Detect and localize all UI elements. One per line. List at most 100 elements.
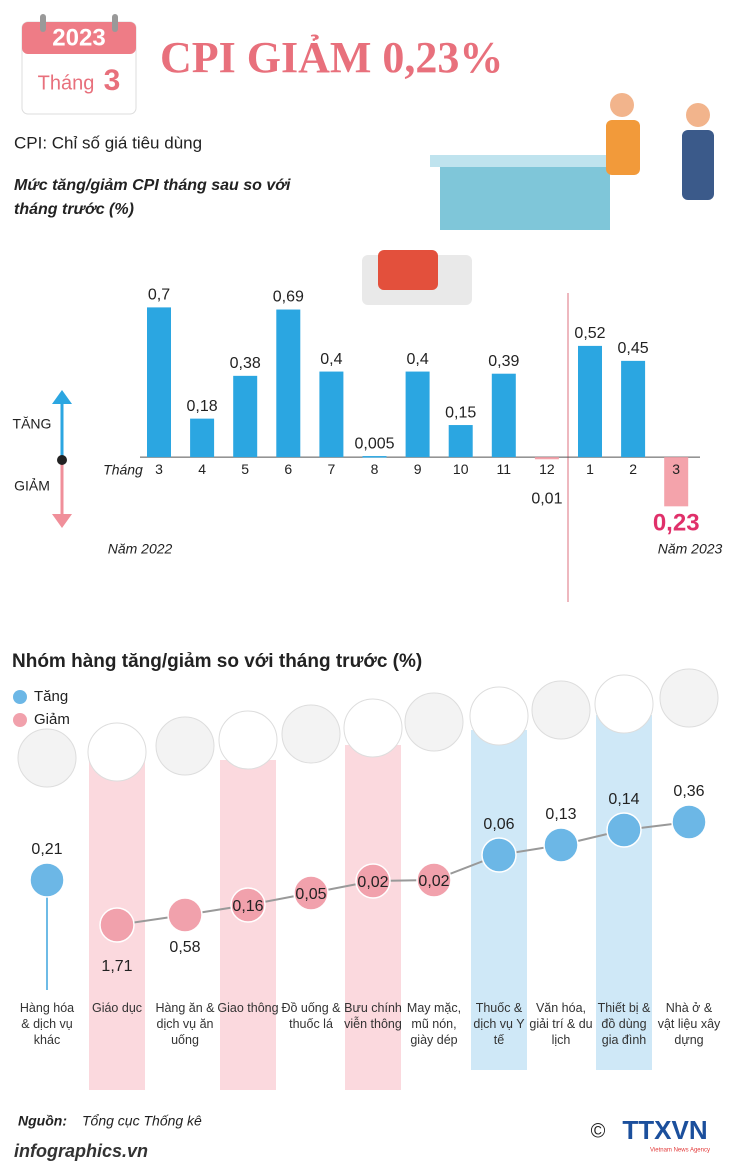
dot	[481, 837, 517, 873]
value-label: 0,7	[148, 287, 170, 304]
value-label: 0,13	[545, 806, 576, 823]
category-label: Nhà ở & vật liệu xây dựng	[657, 1001, 721, 1047]
year-start: Năm 2022	[108, 541, 173, 557]
value-label: 0,05	[295, 886, 326, 903]
up-arrow-head	[52, 390, 72, 404]
icon	[87, 722, 147, 782]
bar	[362, 456, 387, 458]
basket	[378, 250, 438, 290]
main-title: CPI GIẢM 0,23%	[160, 33, 503, 82]
value-label: 0,18	[187, 398, 218, 415]
column-band	[471, 730, 527, 1070]
x-tick-label: 6	[284, 461, 292, 477]
x-tick-label: 8	[371, 461, 379, 477]
column-band	[220, 760, 276, 1090]
value-label: 0,69	[273, 289, 304, 306]
value-label: 0,14	[608, 791, 639, 808]
bar	[534, 457, 559, 460]
bar	[276, 309, 301, 458]
icon	[343, 698, 403, 758]
bar	[448, 425, 473, 458]
value-label: 0,15	[445, 404, 476, 421]
agency-sub: Vietnam News Agency	[650, 1148, 710, 1154]
month-word: Tháng	[38, 72, 95, 94]
dot	[99, 907, 135, 943]
category-label: Hàng hóa & dịch vụ khác	[19, 1001, 75, 1047]
value-label: 0,23	[653, 510, 700, 537]
x-tick-label: 10	[453, 461, 469, 477]
value-label: 0,02	[418, 873, 449, 890]
source: Tổng cục Thống kê	[82, 1113, 202, 1129]
connector	[116, 821, 690, 926]
x-tick-label: 5	[241, 461, 249, 477]
category-label: May mặc, mũ nón, giày dép	[406, 1001, 462, 1047]
value-label: 0,02	[357, 874, 388, 891]
up-label: TĂNG	[13, 416, 52, 432]
value-label: 0,45	[618, 340, 649, 357]
category-label: Văn hóa, giải trí & du lịch	[529, 1001, 593, 1047]
month: 3	[104, 64, 121, 97]
year: 2023	[52, 24, 105, 51]
person	[606, 120, 640, 175]
origin-dot	[57, 455, 67, 465]
chart2-title: Nhóm hàng tăng/giảm so với tháng trước (…	[12, 651, 422, 672]
category-label: Hàng ăn & dịch vụ ăn uống	[155, 1001, 215, 1047]
x-tick-label: 2	[629, 461, 637, 477]
x-tick-label: 9	[414, 461, 422, 477]
icon	[404, 692, 464, 752]
value-label: 0,005	[354, 435, 394, 452]
ring	[40, 14, 46, 32]
dot	[29, 862, 65, 898]
legend-label: Giảm	[34, 711, 70, 728]
icon	[469, 686, 529, 746]
category-label: Giáo dục	[91, 1001, 143, 1015]
value-label: 0,06	[483, 816, 514, 833]
x-tick-label: 12	[539, 461, 555, 477]
value-label: 0,16	[232, 898, 263, 915]
cpi-note: CPI: Chỉ số giá tiêu dùng	[14, 133, 202, 152]
x-tick-label: 4	[198, 461, 206, 477]
bar	[233, 375, 258, 458]
dot	[416, 862, 452, 898]
category-label: Bưu chính viễn thông	[344, 1001, 402, 1031]
subtitle: Mức tăng/giảm CPI tháng sau so với tháng …	[14, 177, 291, 218]
down-arrow-head	[52, 514, 72, 528]
person	[686, 103, 710, 127]
calendar-top	[22, 22, 136, 54]
value-label: 0,4	[320, 351, 342, 368]
x-tick-label: 7	[328, 461, 336, 477]
x-tick-label: 3	[155, 461, 163, 477]
column-band	[596, 715, 652, 1070]
bar	[319, 371, 344, 458]
icon	[281, 704, 341, 764]
x-tick-label: 1	[586, 461, 594, 477]
icon	[17, 728, 77, 788]
category-label: Đồ uống & thuốc lá	[281, 1001, 341, 1031]
icon	[659, 668, 719, 728]
value-label: 0,4	[406, 351, 428, 368]
person	[682, 130, 714, 200]
category-label: Giao thông	[217, 1001, 279, 1015]
value-label: 0,01	[531, 490, 562, 507]
source-label: Nguồn:	[18, 1113, 67, 1129]
bar	[147, 307, 171, 458]
bar	[491, 373, 516, 458]
bar	[621, 360, 646, 458]
copyright: ©	[591, 1120, 606, 1142]
legend-dot	[13, 690, 27, 704]
icon	[531, 680, 591, 740]
agency: TTXVN	[622, 1115, 707, 1145]
x-tick-label: 11	[497, 461, 512, 477]
bar	[190, 418, 215, 458]
bar	[405, 371, 430, 458]
counter	[440, 160, 610, 230]
person	[610, 93, 634, 117]
value-label: 0,39	[488, 353, 519, 370]
icon	[594, 674, 654, 734]
dot	[671, 804, 707, 840]
legend-dot	[13, 713, 27, 727]
value-label: 0,21	[31, 841, 62, 858]
site: infographics.vn	[14, 1141, 148, 1161]
